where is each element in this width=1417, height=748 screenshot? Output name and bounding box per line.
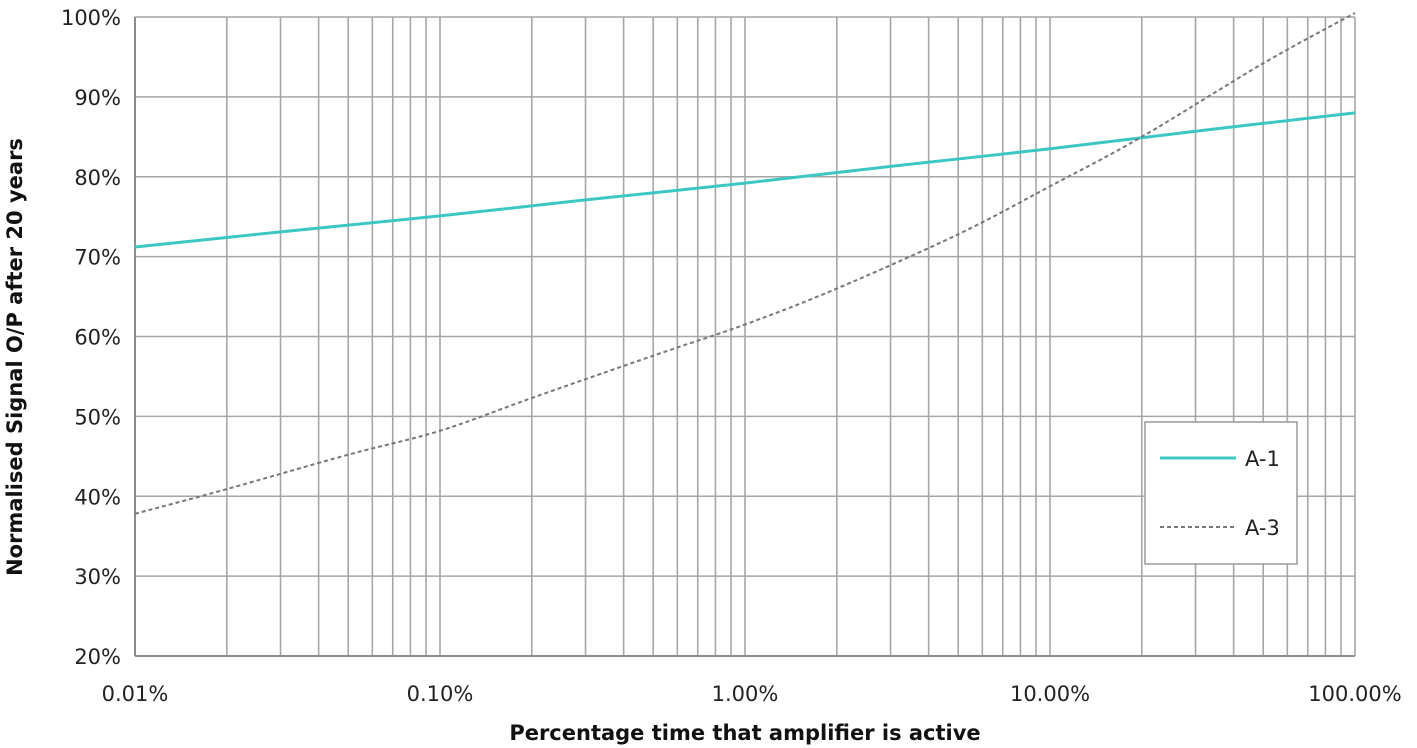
x-tick-labels: 0.01% 0.10% 1.00% 10.00% 100.00% (102, 682, 1402, 706)
y-tick-label: 90% (74, 86, 121, 110)
y-tick-label: 80% (74, 166, 121, 190)
legend-label-a-1: A-1 (1245, 447, 1280, 471)
x-tick-label: 0.10% (407, 682, 474, 706)
y-tick-label: 40% (74, 485, 121, 509)
legend-label-a-3: A-3 (1245, 516, 1280, 540)
grid (134, 16, 1356, 657)
series-line-a-3 (134, 12, 1356, 515)
legend-box (1144, 421, 1298, 565)
y-tick-label: 50% (74, 405, 121, 429)
y-tick-labels: 20% 30% 40% 50% 60% 70% 80% 90% 100% (61, 6, 121, 669)
series-line-a-1 (134, 111, 1356, 249)
x-tick-label: 10.00% (1010, 682, 1090, 706)
legend: A-1 A-3 (1144, 421, 1298, 565)
y-tick-label: 20% (74, 645, 121, 669)
x-tick-label: 0.01% (102, 682, 169, 706)
y-tick-label: 100% (61, 6, 121, 30)
series-lines (134, 12, 1356, 515)
y-tick-label: 30% (74, 565, 121, 589)
y-tick-label: 60% (74, 326, 121, 350)
x-tick-label: 100.00% (1308, 682, 1401, 706)
y-axis-title: Normalised Signal O/P after 20 years (3, 138, 27, 576)
y-tick-label: 70% (74, 246, 121, 270)
x-tick-label: 1.00% (712, 682, 779, 706)
x-axis-title: Percentage time that amplifier is active (509, 721, 980, 745)
